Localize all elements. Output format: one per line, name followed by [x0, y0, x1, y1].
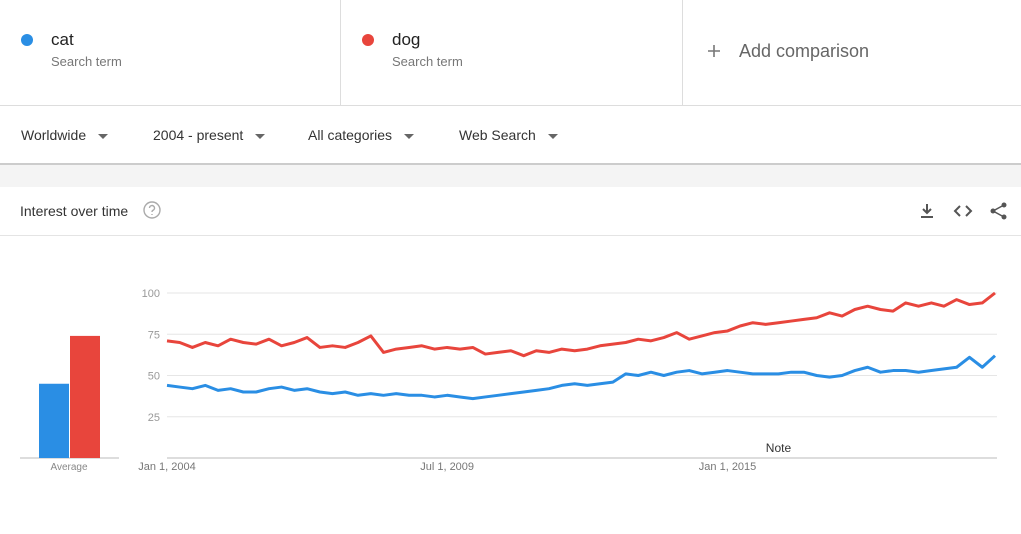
filter-bar [0, 106, 1021, 165]
chart: 25 50 75 100 Jan 1, 2004 Jul 1, 2009 Jan 1, 20… [20, 288, 997, 473]
series-line [166, 291, 996, 358]
gap [0, 165, 1021, 187]
share-icon[interactable] [989, 201, 1009, 221]
filter-label: Web Search [459, 127, 536, 143]
embed-icon[interactable] [953, 202, 973, 220]
average-bar [39, 383, 69, 458]
filter-label: All categories [308, 127, 393, 143]
card-header: Interest over time [0, 187, 1021, 236]
help-icon[interactable] [142, 200, 162, 220]
header-bar: cat Search term dog Search term Add comp… [0, 0, 1021, 106]
term-dot [362, 34, 374, 46]
download-icon[interactable] [918, 202, 936, 220]
series-line [166, 354, 997, 401]
plus-icon [708, 45, 720, 57]
filter[interactable]: All categories [308, 127, 415, 143]
add-comparison-label: Add comparison [739, 41, 870, 61]
add-comparison[interactable]: Add comparison [683, 0, 1021, 105]
y-tick-label: 75 [148, 329, 160, 341]
term-name: dog [392, 30, 421, 49]
x-tick-label: Jan 1, 2015 [699, 461, 757, 473]
filter-label: 2004 - present [153, 127, 244, 143]
x-tick-label: Jul 1, 2009 [420, 461, 474, 473]
term-name: cat [51, 30, 74, 49]
filter[interactable]: 2004 - present [153, 127, 266, 143]
average-bar [70, 335, 100, 458]
term-cell[interactable]: cat Search term [0, 0, 341, 105]
filter[interactable]: Worldwide [21, 127, 109, 143]
term-subtitle: Search term [392, 54, 463, 69]
filter[interactable]: Web Search [459, 127, 558, 143]
card-title: Interest over time [20, 203, 129, 219]
y-tick-label: 100 [142, 288, 160, 300]
term-cell[interactable]: dog Search term [341, 0, 683, 105]
y-tick-label: 25 [148, 412, 160, 424]
term-subtitle: Search term [51, 54, 122, 69]
average-label: Average [50, 462, 88, 473]
x-tick-label: Jan 1, 2004 [138, 461, 196, 473]
term-dot [21, 34, 33, 46]
filter-label: Worldwide [21, 127, 87, 143]
annotation: Note [766, 441, 792, 455]
y-tick-label: 50 [148, 371, 160, 383]
